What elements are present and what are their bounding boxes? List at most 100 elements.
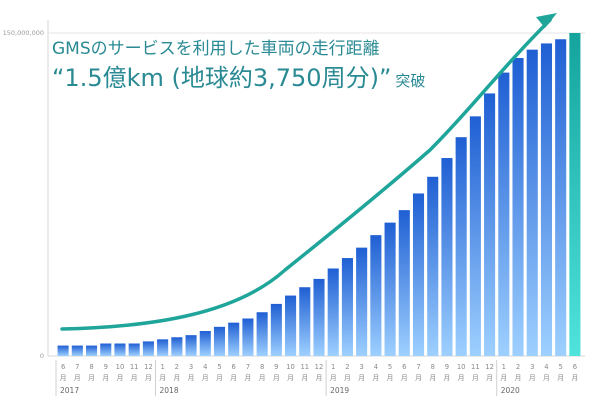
x-tick-month-suffix: 月 (188, 374, 195, 382)
x-tick-month-suffix: 月 (301, 374, 308, 382)
x-tick-month: 3 (189, 363, 193, 371)
x-tick-month-suffix: 月 (145, 374, 152, 382)
x-tick-month: 10 (286, 363, 295, 371)
x-tick-month-suffix: 月 (486, 374, 493, 382)
x-tick-month: 5 (388, 363, 392, 371)
x-tick-month: 8 (89, 363, 93, 371)
x-tick-month: 2 (345, 363, 349, 371)
x-tick-month-suffix: 月 (358, 374, 365, 382)
x-tick-month: 11 (300, 363, 309, 371)
x-tick-month: 6 (402, 363, 406, 371)
x-tick-month: 7 (75, 363, 79, 371)
bar (285, 295, 297, 356)
x-tick-month-suffix: 月 (287, 374, 294, 382)
x-tick-month: 2 (175, 363, 179, 371)
x-tick-month-suffix: 月 (372, 374, 379, 382)
x-tick-month-suffix: 月 (316, 374, 323, 382)
bar (441, 158, 453, 356)
x-tick-month-suffix: 月 (202, 374, 209, 382)
x-tick-month: 10 (116, 363, 125, 371)
x-tick-month: 6 (573, 363, 577, 371)
trend-arrow (60, 18, 552, 331)
x-tick-month-suffix: 月 (387, 374, 394, 382)
bar (114, 343, 126, 356)
x-tick-month-suffix: 月 (74, 374, 81, 382)
x-tick-month: 7 (416, 363, 420, 371)
bars-group (57, 33, 581, 357)
x-tick-month: 8 (431, 363, 435, 371)
x-tick-month-suffix: 月 (571, 374, 578, 382)
x-tick-month: 11 (130, 363, 139, 371)
x-tick-month-suffix: 月 (557, 374, 564, 382)
bar (228, 322, 240, 356)
x-tick-month-suffix: 月 (415, 374, 422, 382)
bar (157, 339, 169, 356)
x-tick-month: 5 (559, 363, 563, 371)
headline-line1: GMSのサービスを利用した車両の走行距離 (52, 39, 380, 59)
bar (555, 39, 567, 356)
x-tick-month-suffix: 月 (131, 374, 138, 382)
bar (327, 268, 339, 356)
x-tick-month-suffix: 月 (88, 374, 95, 382)
x-tick-month: 4 (544, 363, 548, 371)
x-axis: 6月7月8月9月10月11月12月1月2月3月4月5月6月7月8月9月10月11… (55, 360, 578, 396)
bar (427, 176, 439, 356)
x-tick-month: 10 (457, 363, 466, 371)
x-year-label: 2017 (60, 386, 79, 395)
x-tick-month: 8 (260, 363, 264, 371)
bar (412, 193, 425, 356)
x-tick-month: 3 (530, 363, 534, 371)
bar (526, 49, 538, 357)
bar (242, 318, 254, 356)
x-tick-month-suffix: 月 (500, 374, 507, 382)
x-tick-month-suffix: 月 (330, 374, 337, 382)
x-tick-month: 4 (374, 363, 378, 371)
bar (313, 278, 325, 356)
x-year-label: 2020 (501, 386, 520, 395)
bar (256, 312, 268, 356)
x-tick-month: 5 (217, 363, 221, 371)
bar (356, 247, 368, 356)
y-tick-label-zero: 0 (40, 352, 44, 360)
x-tick-month-suffix: 月 (444, 374, 451, 382)
bar (455, 137, 467, 356)
x-tick-month: 9 (104, 363, 108, 371)
bar (71, 345, 83, 356)
x-year-label: 2019 (330, 386, 349, 395)
x-tick-month: 9 (445, 363, 449, 371)
x-tick-month-suffix: 月 (273, 374, 280, 382)
bar (128, 343, 140, 356)
bar (370, 235, 382, 356)
x-tick-month: 12 (144, 363, 153, 371)
x-tick-month-suffix: 月 (458, 374, 465, 382)
bar (86, 345, 98, 356)
x-tick-month: 1 (160, 363, 164, 371)
x-tick-month: 1 (502, 363, 506, 371)
x-tick-month-suffix: 月 (216, 374, 223, 382)
x-tick-month-suffix: 月 (543, 374, 550, 382)
x-tick-month-suffix: 月 (159, 374, 166, 382)
x-tick-month-suffix: 月 (117, 374, 124, 382)
x-tick-month: 6 (232, 363, 236, 371)
bar (512, 58, 524, 356)
x-tick-month-suffix: 月 (102, 374, 109, 382)
bar (398, 210, 410, 356)
x-tick-month-suffix: 月 (429, 374, 436, 382)
headline-suffix: 突破 (395, 72, 426, 90)
x-tick-month: 6 (61, 363, 65, 371)
bar (498, 72, 510, 356)
x-tick-month-suffix: 月 (515, 374, 522, 382)
bar (270, 303, 282, 356)
bar (100, 343, 112, 356)
x-tick-month: 1 (331, 363, 335, 371)
bar (142, 341, 154, 356)
bar (199, 330, 211, 356)
x-tick-month-suffix: 月 (230, 374, 237, 382)
trend-arrow-head (536, 13, 557, 28)
bar (171, 337, 183, 356)
x-tick-month-suffix: 月 (529, 374, 536, 382)
bar (341, 258, 353, 356)
x-tick-month: 11 (471, 363, 480, 371)
bar (57, 345, 69, 356)
